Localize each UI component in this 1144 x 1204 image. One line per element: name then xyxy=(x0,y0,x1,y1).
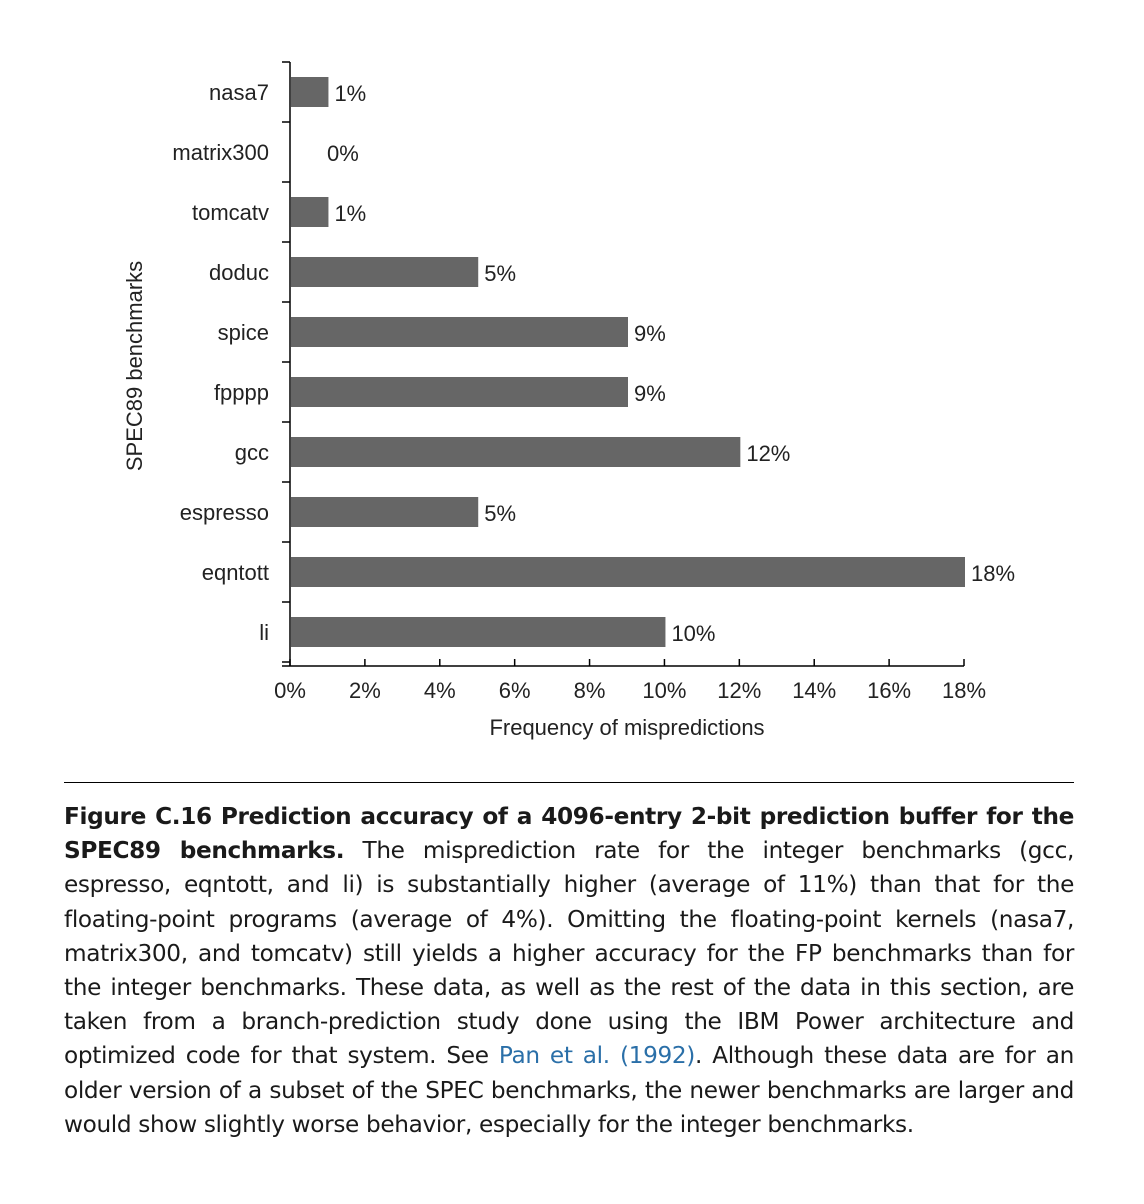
value-label-fpppp: 9% xyxy=(634,381,666,406)
bar-spice xyxy=(291,317,628,347)
citation-link[interactable]: Pan et al. (1992) xyxy=(498,1042,696,1070)
value-label-nasa7: 1% xyxy=(334,81,366,106)
y-axis-title-group: SPEC89 benchmarks xyxy=(122,261,147,471)
bar-tomcatv xyxy=(291,197,329,227)
x-tick-label: 10% xyxy=(642,678,686,703)
x-tick-label: 12% xyxy=(717,678,761,703)
caption-divider xyxy=(64,782,1074,783)
x-tick-label: 8% xyxy=(574,678,606,703)
category-label-espresso: espresso xyxy=(180,500,269,525)
bar-doduc xyxy=(291,257,479,287)
x-tick-label: 18% xyxy=(942,678,986,703)
bar-gcc xyxy=(291,437,741,467)
x-axis-title: Frequency of mispredictions xyxy=(489,715,764,740)
bar-nasa7 xyxy=(291,77,329,107)
category-label-nasa7: nasa7 xyxy=(209,80,269,105)
value-label-gcc: 12% xyxy=(746,441,790,466)
category-label-doduc: doduc xyxy=(209,260,269,285)
x-axis-ticks xyxy=(289,659,965,666)
category-label-li: li xyxy=(259,620,269,645)
x-tick-label: 14% xyxy=(792,678,836,703)
x-tick-labels: 0% 2% 4% 6% 8% 10% 12% 14% 16% 18% xyxy=(274,678,986,703)
category-label-gcc: gcc xyxy=(235,440,269,465)
value-labels: 1% 0% 1% 5% 9% 9% 12% 5% 18% 10% xyxy=(327,81,1015,646)
x-tick-label: 16% xyxy=(867,678,911,703)
bar-chart: SPEC89 benchmarks nasa7 matrix300 tomcatv d… xyxy=(122,61,1015,740)
y-axis-ticks xyxy=(282,61,290,663)
value-label-espresso: 5% xyxy=(484,501,516,526)
category-label-fpppp: fpppp xyxy=(214,380,269,405)
value-label-doduc: 5% xyxy=(484,261,516,286)
value-label-tomcatv: 1% xyxy=(334,201,366,226)
bar-espresso xyxy=(291,497,479,527)
bars xyxy=(291,77,965,647)
bar-eqntott xyxy=(291,557,965,587)
y-axis-title: SPEC89 benchmarks xyxy=(122,261,147,471)
category-label-tomcatv: tomcatv xyxy=(192,200,269,225)
figure-caption: Figure C.16 Prediction accuracy of a 409… xyxy=(64,800,1074,1142)
x-tick-label: 0% xyxy=(274,678,306,703)
bar-li xyxy=(291,617,666,647)
value-label-eqntott: 18% xyxy=(971,561,1015,586)
caption-text-part2: . Although these data are for an older v… xyxy=(64,1042,1074,1138)
caption-text-part1: The misprediction rate for the integer b… xyxy=(64,837,1074,1070)
caption-label: Figure C.16 Prediction accuracy of a 409… xyxy=(64,803,1074,865)
value-label-matrix300: 0% xyxy=(327,141,359,166)
category-label-eqntott: eqntott xyxy=(202,560,269,585)
value-label-li: 10% xyxy=(671,621,715,646)
category-labels: nasa7 matrix300 tomcatv doduc spice fpppp gcc e… xyxy=(172,80,269,645)
bar-fpppp xyxy=(291,377,628,407)
value-label-spice: 9% xyxy=(634,321,666,346)
x-tick-label: 4% xyxy=(424,678,456,703)
x-tick-label: 6% xyxy=(499,678,531,703)
x-tick-label: 2% xyxy=(349,678,381,703)
category-label-matrix300: matrix300 xyxy=(172,140,269,165)
category-label-spice: spice xyxy=(218,320,269,345)
